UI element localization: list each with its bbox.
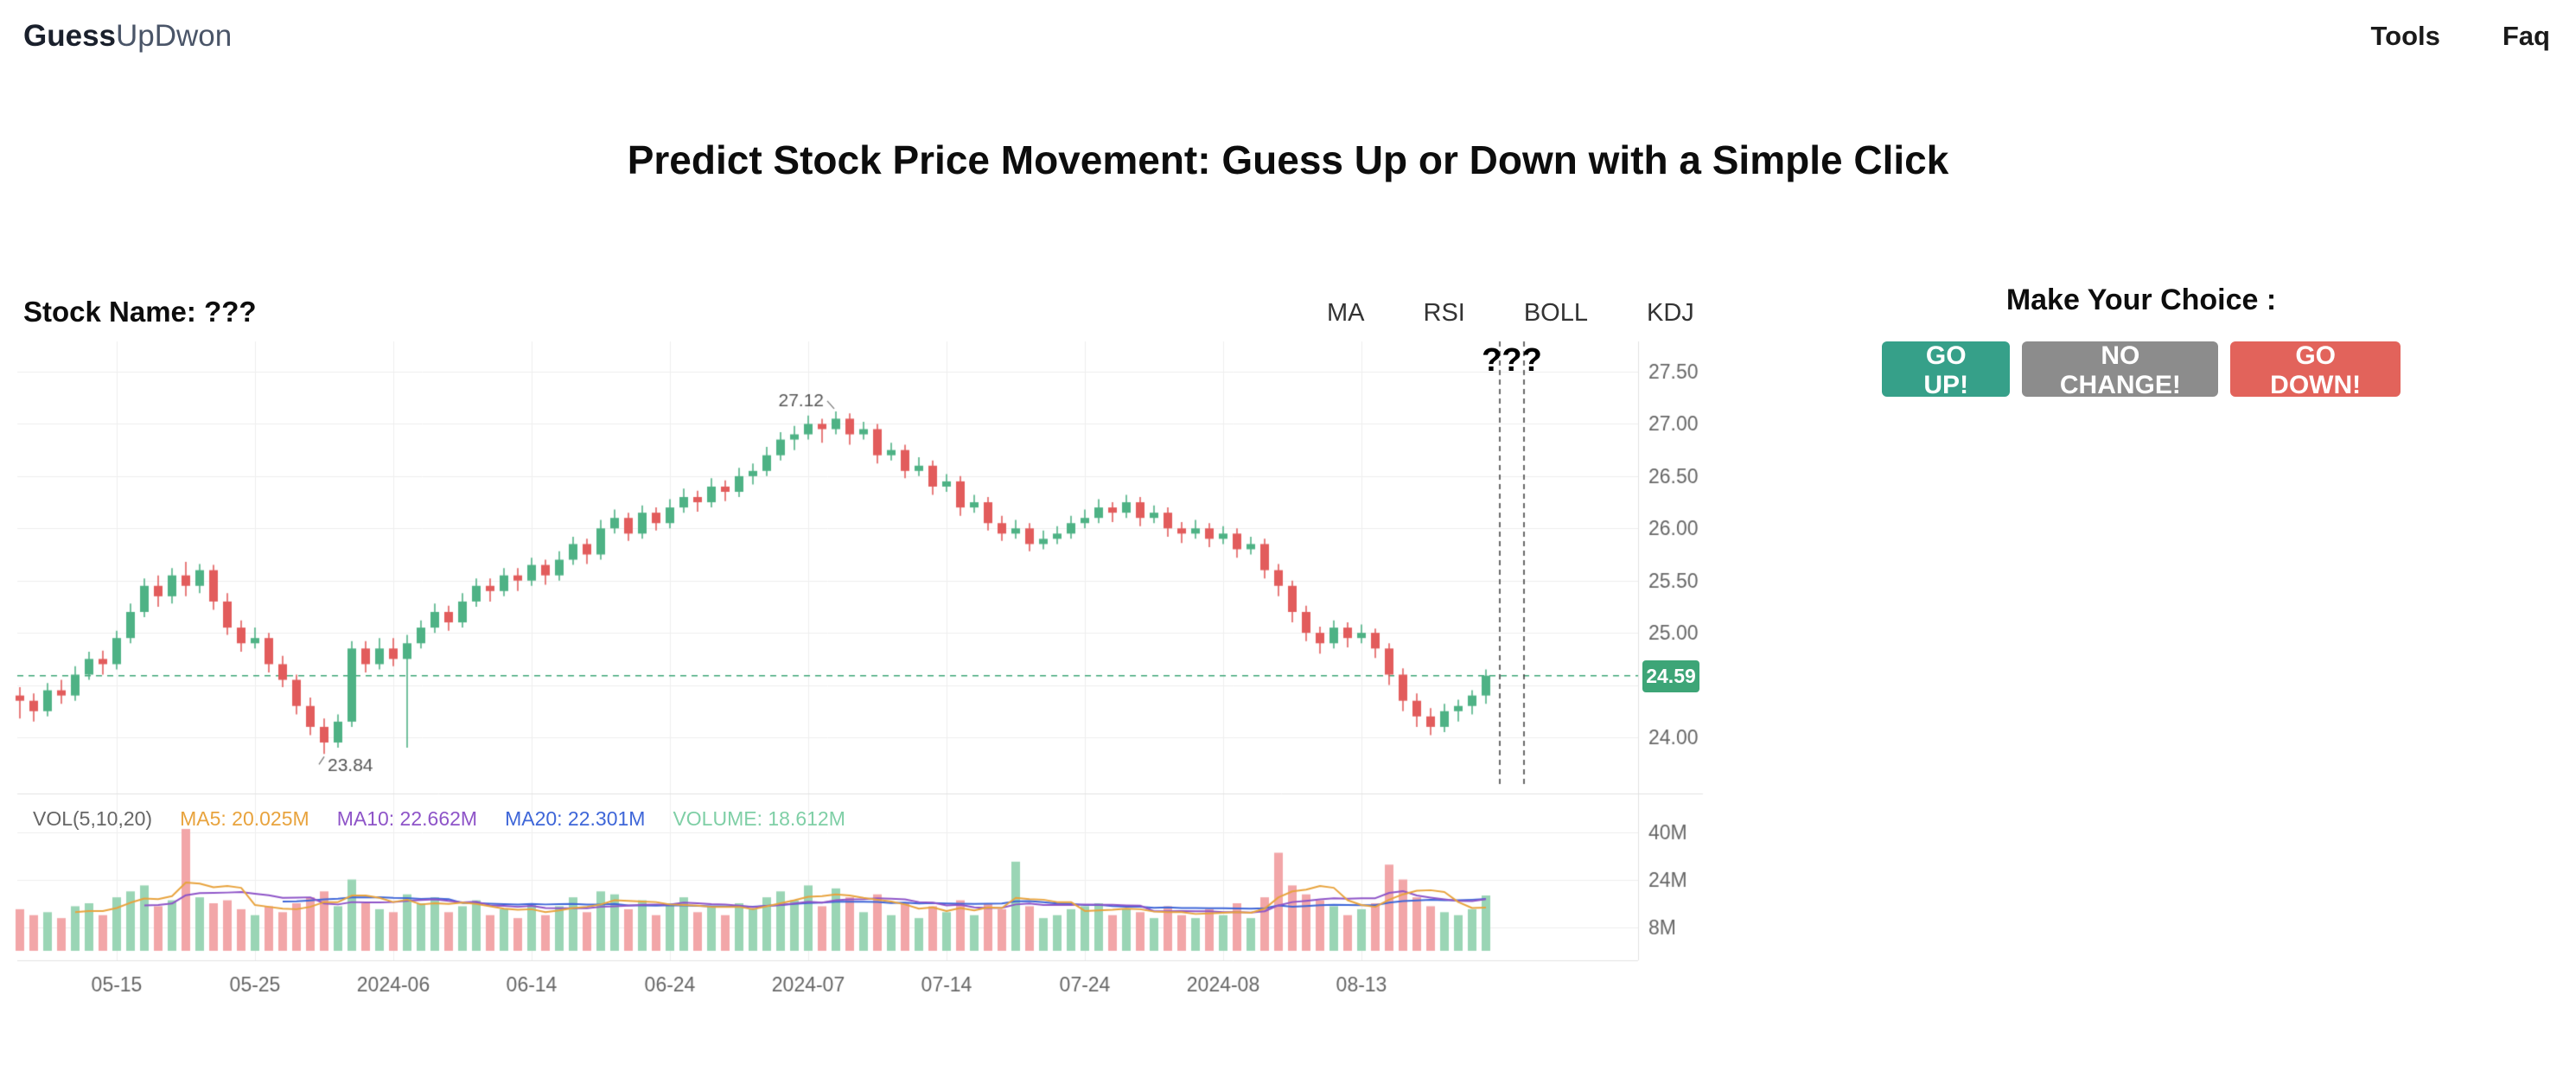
current-price-badge: 24.59 xyxy=(1642,660,1699,692)
hidden-candle-marker: ??? xyxy=(1482,342,1542,379)
go-down-button[interactable]: GO DOWN! xyxy=(2230,341,2401,399)
top-nav: Tools Faq xyxy=(2371,21,2551,52)
tab-rsi[interactable]: RSI xyxy=(1423,299,1465,327)
logo-light-text: UpDwon xyxy=(116,19,233,53)
tab-boll[interactable]: BOLL xyxy=(1523,299,1589,327)
vol-params-label: VOL(5,10,20) xyxy=(33,807,153,830)
tab-kdj[interactable]: KDJ xyxy=(1647,299,1694,327)
stock-name-label: Stock Name: ??? xyxy=(23,296,257,328)
choice-buttons-row: GO UP! NO CHANGE! GO DOWN! xyxy=(1882,341,2401,399)
logo-bold-text: Guess xyxy=(23,19,116,53)
volume-legend: VOL(5,10,20) MA5: 20.025M MA10: 22.662M … xyxy=(33,807,845,831)
choice-panel: Make Your Choice : GO UP! NO CHANGE! GO … xyxy=(1882,284,2401,399)
nav-faq-link[interactable]: Faq xyxy=(2502,21,2550,51)
tab-ma[interactable]: MA xyxy=(1327,299,1365,327)
go-up-button[interactable]: GO UP! xyxy=(1882,341,2011,399)
vol-volume-label: VOLUME: 18.612M xyxy=(673,807,845,830)
vol-ma5-label: MA5: 20.025M xyxy=(180,807,309,830)
vol-ma20-label: MA20: 22.301M xyxy=(505,807,646,830)
page-title: Predict Stock Price Movement: Guess Up o… xyxy=(627,137,1949,182)
no-change-button[interactable]: NO CHANGE! xyxy=(2022,341,2219,399)
site-logo[interactable]: GuessUpDwon xyxy=(23,19,232,54)
indicator-tabs: MA RSI BOLL KDJ xyxy=(1327,299,1694,328)
vol-ma10-label: MA10: 22.662M xyxy=(336,807,478,830)
nav-tools-link[interactable]: Tools xyxy=(2370,21,2440,51)
choice-heading: Make Your Choice : xyxy=(2005,284,2277,316)
candlestick-chart-canvas[interactable] xyxy=(13,333,1720,1024)
